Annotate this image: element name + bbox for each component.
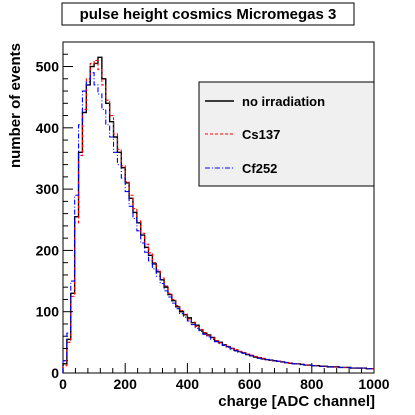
x-tick-label: 1000: [358, 376, 389, 392]
series-cf252-histogram: [62, 72, 374, 373]
legend-label: Cf252: [242, 161, 277, 176]
y-axis-label: number of events: [7, 43, 24, 168]
y-tick-label: 200: [36, 242, 60, 258]
legend-label: Cs137: [242, 127, 280, 142]
chart-title: pulse height cosmics Micromegas 3: [80, 6, 337, 23]
x-axis-label: charge [ADC channel]: [218, 393, 375, 410]
y-tick-label: 400: [36, 120, 60, 136]
legend-box: [198, 81, 375, 187]
y-tick-label: 0: [51, 365, 59, 381]
y-tick-label: 500: [36, 59, 60, 75]
legend-label: no irradiation: [242, 94, 325, 109]
x-tick-label: 400: [176, 376, 200, 392]
y-tick-label: 300: [36, 181, 60, 197]
legend: no irradiation Cs137 Cf252: [205, 94, 325, 176]
plot-frame: [62, 41, 375, 374]
x-tick-label: 600: [238, 376, 262, 392]
x-tick-label: 200: [114, 376, 138, 392]
y-tick-label: 100: [36, 304, 60, 320]
x-tick-label: 800: [300, 376, 324, 392]
title-box: [61, 2, 355, 26]
series-group: [62, 56, 374, 373]
x-tick-label: 0: [59, 376, 67, 392]
axis-ticks: 0 200 400 600 800 1000 0 100 200 300 400 500: [36, 41, 390, 392]
